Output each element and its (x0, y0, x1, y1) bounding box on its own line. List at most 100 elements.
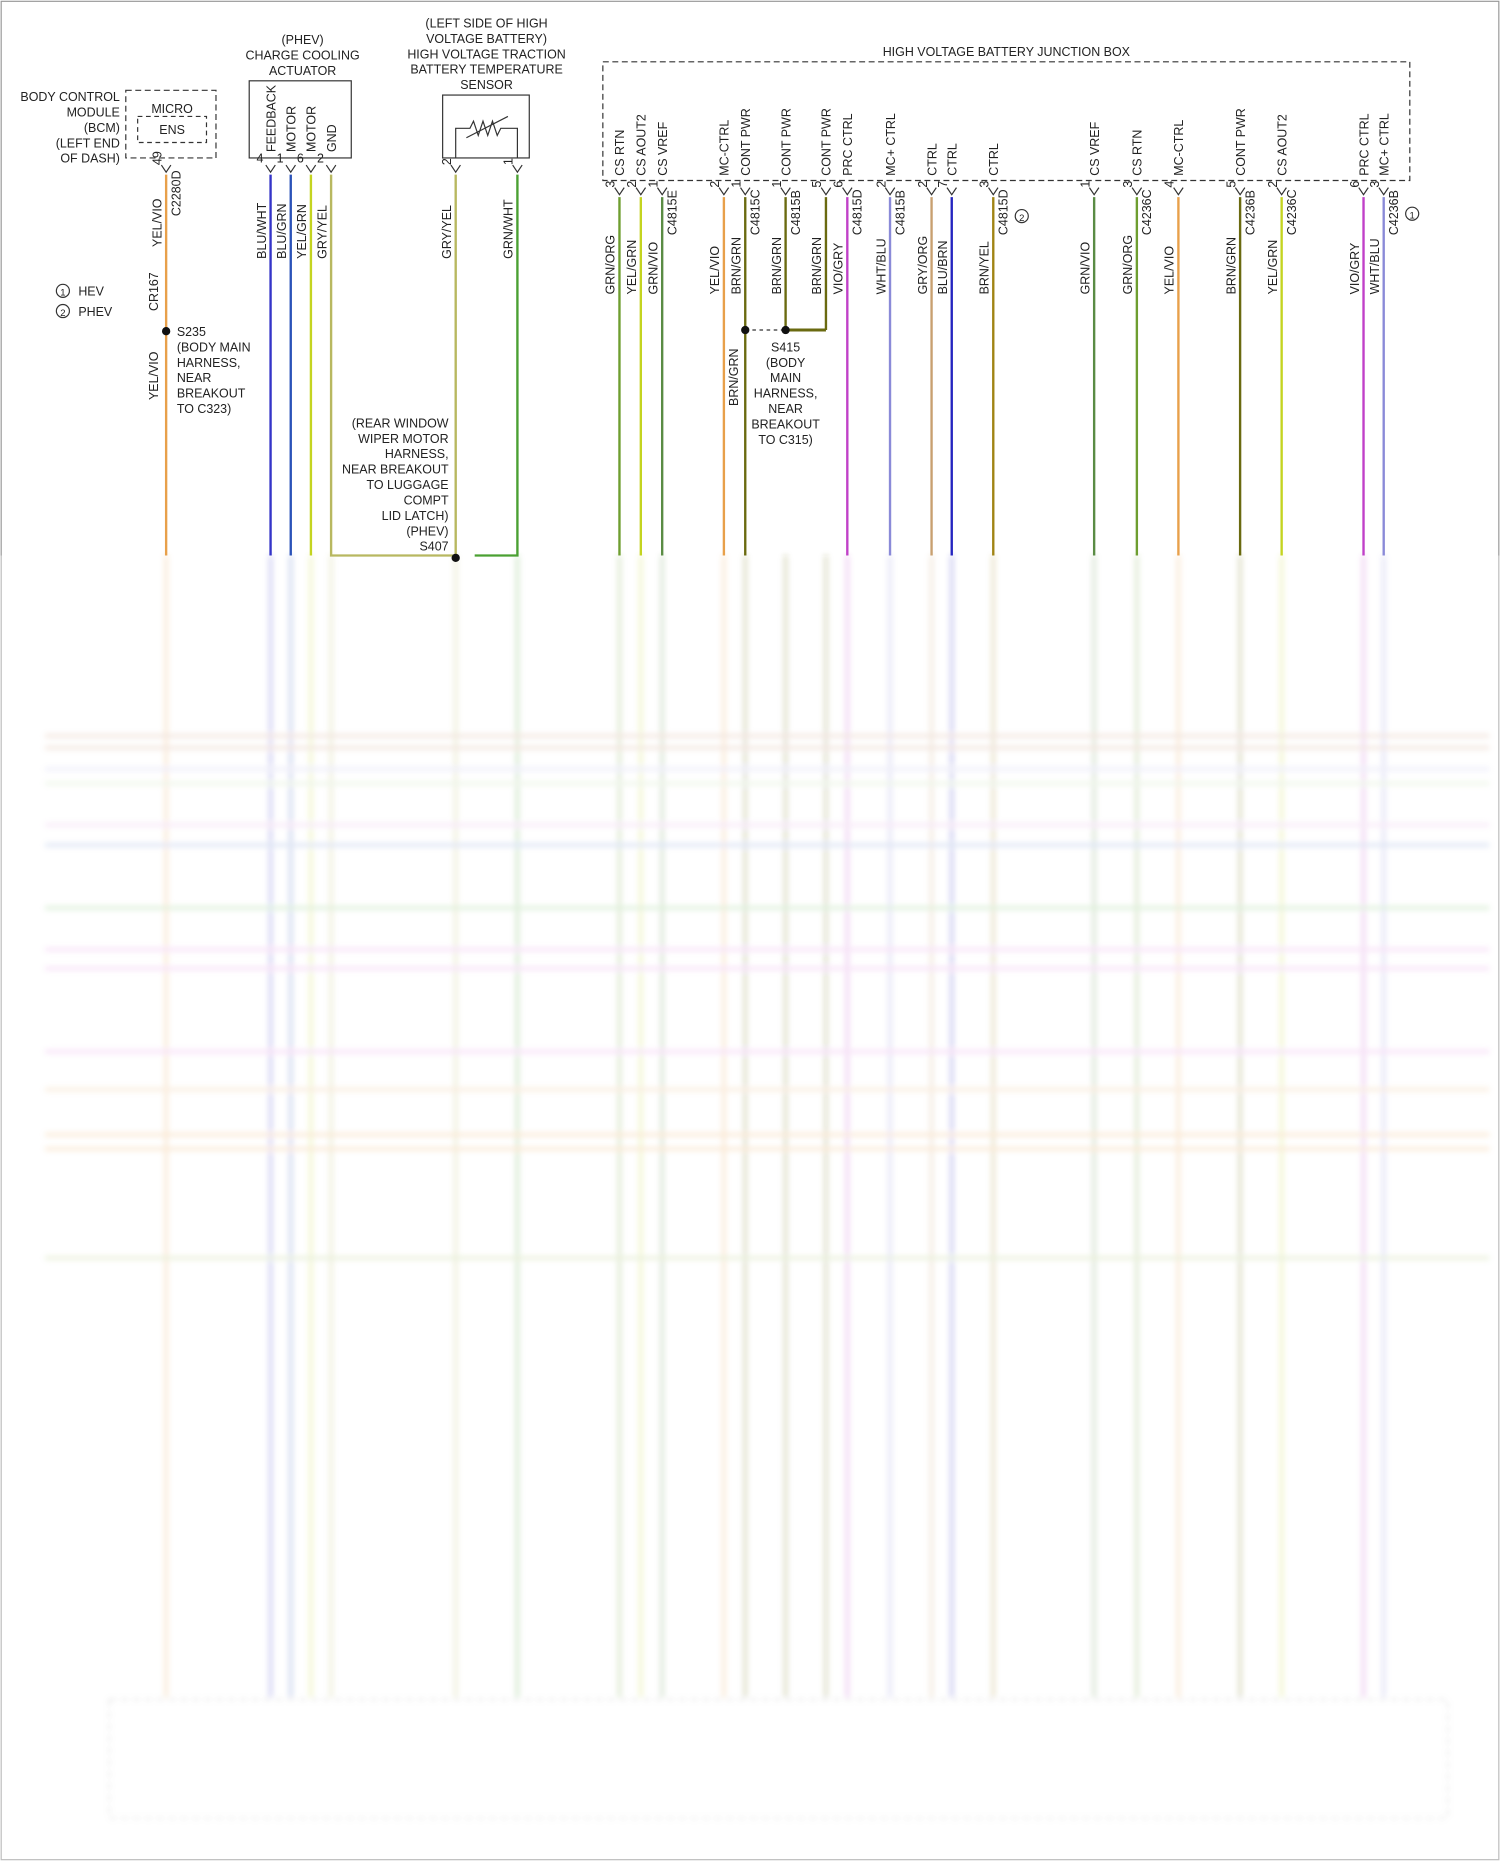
pin-number: 1 (277, 152, 284, 166)
pin-number: 3 (978, 181, 992, 188)
pin-number: 6 (297, 152, 304, 166)
pin-number: 2 (708, 181, 722, 188)
marker-circle (55, 283, 71, 298)
splice-dot (741, 325, 750, 335)
connector-pin (884, 187, 896, 196)
wire-color-code: GRN/ORG (1121, 235, 1135, 295)
wire-color-code: WHT/BLU (1368, 238, 1382, 294)
splice-label: BREAKOUT (751, 418, 820, 432)
wire-color-code: YEL/VIO (150, 198, 164, 247)
sensor-label: HIGH VOLTAGE TRACTION (407, 47, 565, 61)
actuator-label: ACTUATOR (269, 64, 336, 78)
splice-label: MAIN (770, 371, 801, 385)
wire-color-code: YEL/GRN (625, 240, 639, 295)
wire-color-code: GRN/VIO (1078, 242, 1092, 295)
connector-pin (988, 187, 999, 196)
pin-name: MOTOR (305, 106, 319, 152)
pin-number: 2 (317, 152, 324, 166)
splice-label: COMPT (404, 493, 449, 507)
marker-circle (1014, 208, 1029, 224)
pin-name: CONT PWR (739, 108, 753, 176)
pin-number: 4 (257, 152, 264, 166)
wire-color-code: GRN/VIO (646, 242, 660, 295)
connector-pin (1088, 187, 1100, 196)
connector-pin (265, 164, 276, 174)
splice-label: (PHEV) (406, 524, 448, 538)
pin-name: CONT PWR (1234, 108, 1248, 176)
connector-label: C4236C (1140, 189, 1154, 235)
wire-color-code: BRN/YEL (978, 241, 992, 294)
connector-label: C4236B (1387, 190, 1401, 235)
pin-number: 1 (1078, 181, 1092, 188)
bcm-inner (137, 115, 208, 144)
wire-color-code: GRN/ORG (604, 235, 618, 295)
pin-name: CONT PWR (779, 108, 793, 176)
pin-number: 3 (1121, 181, 1135, 188)
connector-pin (325, 164, 337, 174)
pin-number: 5 (1224, 181, 1238, 188)
pin-number: 3 (604, 181, 618, 188)
wire-color-code: BRN/GRN (770, 237, 784, 294)
pin-number: 2 (1266, 181, 1280, 188)
splice-label: S235 (177, 325, 206, 339)
pin-number: 2 (874, 181, 888, 188)
legend-label: PHEV (78, 305, 113, 319)
splice-label: HARNESS, (385, 447, 449, 461)
splice-label: NEAR (177, 371, 212, 385)
pin-name: CONT PWR (820, 108, 834, 176)
wire-color-code: BRN/GRN (810, 237, 824, 294)
pin-name: PRC CTRL (841, 113, 855, 175)
pin-name: CS RTN (1131, 130, 1145, 176)
pin-number: 2 (625, 181, 639, 188)
splice-dot (161, 327, 171, 336)
wire (329, 174, 456, 557)
pin-name: MOTOR (284, 106, 298, 152)
connector-pin (1358, 187, 1369, 196)
splice-label: NEAR (768, 402, 803, 416)
connector-pin (305, 164, 317, 174)
pin-number: 6 (1348, 181, 1362, 188)
connector-label: C4815E (665, 190, 679, 235)
sensor-label: (LEFT SIDE OF HIGH (425, 16, 547, 30)
pin-name: CS AOUT2 (635, 114, 649, 176)
connector-label: C4815D (851, 189, 865, 235)
splice-label: S415 (771, 340, 800, 354)
splice-label: NEAR BREAKOUT (342, 463, 449, 477)
wire-color-code: BLU/BRN (936, 240, 950, 294)
pin-name: GND (325, 124, 339, 152)
pin-number: 49 (150, 151, 164, 165)
splice-dot (451, 553, 460, 563)
connector-pin (946, 187, 957, 196)
connector-pin (450, 164, 461, 174)
wire-color-code: YEL/GRN (295, 204, 309, 259)
connector-label: C4815D (997, 189, 1011, 235)
splice-dot (781, 325, 790, 335)
pin-number: 6 (832, 181, 846, 188)
bcm-box (125, 89, 217, 159)
pin-name: CTRL (987, 143, 1001, 176)
connector-pin (820, 187, 832, 196)
connector-pin (160, 164, 172, 174)
pin-number: 1 (730, 181, 744, 188)
wire-color-code: BRN/GRN (727, 349, 741, 406)
wire-color-code: GRY/YEL (440, 205, 454, 259)
connector-pin (285, 164, 296, 174)
bcm-pin-name: MICRO (151, 102, 193, 116)
legend-label: HEV (78, 285, 104, 299)
connector-label: C4236C (1285, 189, 1299, 235)
pin-name: CS RTN (613, 130, 627, 176)
wire-color-code: BLU/GRN (275, 203, 289, 258)
pin-name: CTRL (925, 143, 939, 176)
pin-number: 5 (810, 181, 824, 188)
sensor-label: VOLTAGE BATTERY) (426, 32, 547, 46)
connector-pin (614, 187, 625, 196)
obscured-module (108, 1698, 1449, 1819)
connector-pin (780, 187, 791, 196)
pin-name: PRC CTRL (1357, 113, 1371, 175)
wire-color-code: BRN/GRN (1224, 237, 1238, 294)
connector-pin (1173, 187, 1184, 196)
obscured-region (45, 555, 1490, 1819)
splice-label: TO C323) (177, 402, 231, 416)
actuator-label: (PHEV) (282, 33, 324, 47)
